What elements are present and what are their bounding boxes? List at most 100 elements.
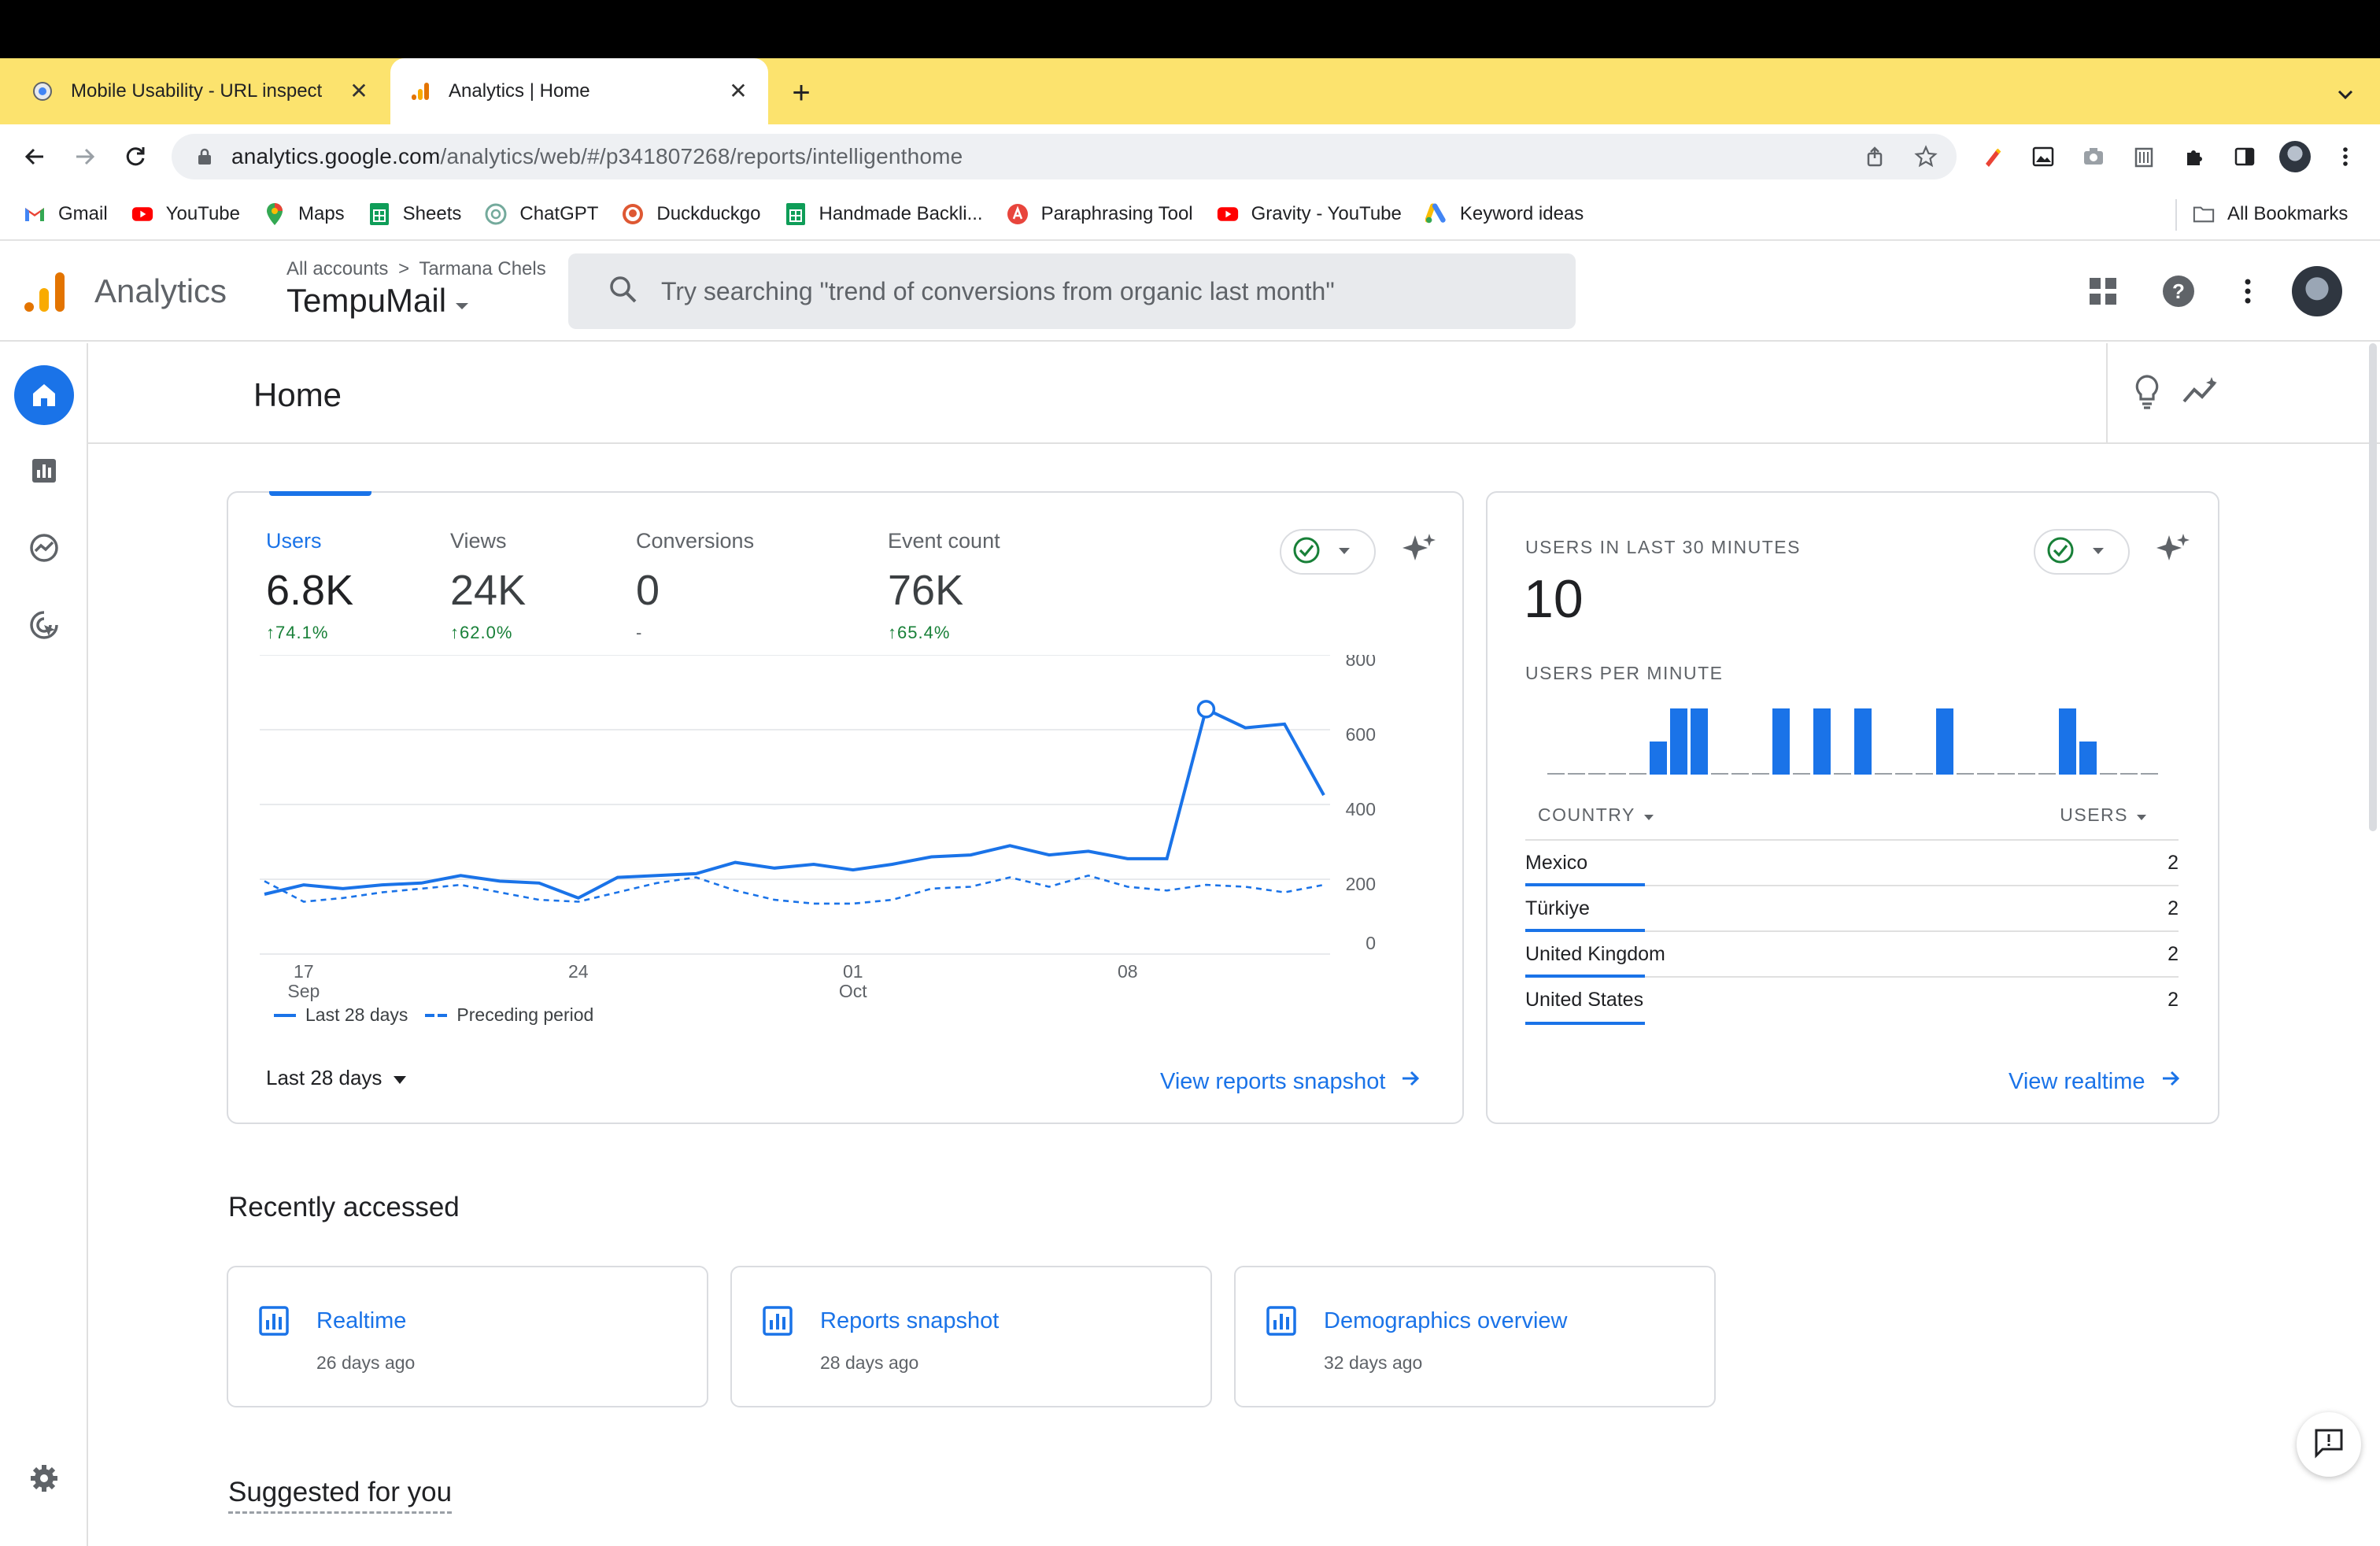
more-options-icon[interactable]	[2227, 271, 2268, 312]
camera-extension-icon[interactable]	[2076, 139, 2111, 174]
minute-bar[interactable]	[1936, 708, 1953, 775]
explore-icon[interactable]	[14, 518, 74, 578]
minute-bar[interactable]	[1547, 773, 1565, 775]
reports-icon[interactable]	[14, 441, 74, 501]
bookmark-gravity-youtube[interactable]: Gravity - YouTube	[1217, 203, 1402, 225]
forward-icon[interactable]	[68, 139, 102, 174]
bookmark-gmail[interactable]: Gmail	[24, 203, 108, 225]
minute-bar[interactable]	[1875, 773, 1892, 775]
minute-bar[interactable]	[1670, 708, 1687, 775]
minute-bar[interactable]	[1588, 773, 1606, 775]
table-row[interactable]: Türkiye 2	[1525, 886, 2179, 932]
property-selector[interactable]: TempuMail	[286, 282, 470, 320]
new-tab-button[interactable]: +	[792, 76, 811, 110]
bookmark-youtube[interactable]: YouTube	[131, 203, 240, 225]
suggested-for-you-title[interactable]: Suggested for you	[228, 1477, 453, 1514]
minute-bar[interactable]	[1691, 708, 1708, 775]
bookmark-paraphrasing-tool[interactable]: Paraphrasing Tool	[1007, 203, 1193, 225]
side-panel-icon[interactable]	[2227, 139, 2262, 174]
page-scrollbar[interactable]	[2369, 343, 2377, 831]
minute-bar[interactable]	[2038, 773, 2056, 775]
country-column-header[interactable]: COUNTRY	[1538, 804, 1654, 826]
metric-views[interactable]: Views 24K ↑62.0%	[450, 529, 526, 643]
help-icon[interactable]: ?	[2158, 271, 2199, 312]
all-bookmarks-button[interactable]: All Bookmarks	[2193, 203, 2348, 225]
metric-users[interactable]: Users 6.8K ↑74.1%	[266, 529, 353, 643]
extensions-puzzle-icon[interactable]	[2177, 139, 2212, 174]
browser-menu-icon[interactable]	[2328, 139, 2363, 174]
users-column-header[interactable]: USERS	[2060, 804, 2147, 826]
minute-bar[interactable]	[1772, 708, 1790, 775]
image-extension-icon[interactable]	[2026, 139, 2060, 174]
minute-bar[interactable]	[1854, 708, 1872, 775]
share-icon[interactable]	[1864, 146, 1886, 172]
minute-bar[interactable]	[1834, 773, 1851, 775]
minute-bar[interactable]	[1731, 773, 1749, 775]
minute-bar[interactable]	[1793, 773, 1810, 775]
date-range-dropdown[interactable]: Last 28 days	[266, 1066, 407, 1090]
view-reports-snapshot-link[interactable]: View reports snapshot	[1160, 1067, 1421, 1096]
recent-item-demographics-overview[interactable]: Demographics overview 32 days ago	[1234, 1266, 1716, 1407]
pen-extension-icon[interactable]	[1975, 139, 2010, 174]
advertising-icon[interactable]	[14, 595, 74, 655]
minute-bar[interactable]	[1609, 773, 1626, 775]
minute-bar[interactable]	[1957, 773, 1974, 775]
minute-bar[interactable]	[1998, 773, 2015, 775]
settings-icon[interactable]	[14, 1448, 74, 1508]
home-icon[interactable]	[14, 365, 74, 425]
minute-bar[interactable]	[1629, 773, 1646, 775]
close-tab-icon[interactable]: ✕	[729, 79, 748, 103]
metric-value: 0	[636, 567, 660, 614]
table-row[interactable]: United Kingdom 2	[1525, 932, 2179, 978]
table-row[interactable]: Mexico 2	[1525, 841, 2179, 886]
bookmark-handmade-backlinks[interactable]: Handmade Backli...	[785, 203, 983, 225]
sparkle-insights-icon[interactable]	[2153, 531, 2193, 574]
tab-search-chevron-icon[interactable]	[2330, 79, 2361, 110]
close-tab-icon[interactable]: ✕	[349, 79, 368, 103]
bookmark-chatgpt[interactable]: ChatGPT	[485, 203, 598, 225]
minute-bar[interactable]	[1568, 773, 1585, 775]
reload-icon[interactable]	[118, 139, 153, 174]
metric-event-count[interactable]: Event count 76K ↑65.4%	[888, 529, 1000, 643]
tab-mobile-usability[interactable]: Mobile Usability - URL inspect ✕	[0, 58, 389, 124]
bookmark-maps[interactable]: Maps	[264, 203, 345, 225]
minute-bar[interactable]	[1711, 773, 1728, 775]
recent-item-reports-snapshot[interactable]: Reports snapshot 28 days ago	[730, 1266, 1212, 1407]
table-row[interactable]: United States 2	[1525, 978, 2179, 1025]
search-bar[interactable]: Try searching "trend of conversions from…	[568, 253, 1576, 329]
recent-item-realtime[interactable]: Realtime 26 days ago	[227, 1266, 708, 1407]
minute-bar[interactable]	[2141, 773, 2158, 775]
minute-bar[interactable]	[2018, 773, 2035, 775]
view-realtime-link[interactable]: View realtime	[2009, 1067, 2182, 1096]
minute-bar[interactable]	[2100, 773, 2117, 775]
apps-grid-icon[interactable]	[2082, 271, 2123, 312]
minute-bar[interactable]	[1977, 773, 1994, 775]
minute-bar[interactable]	[2079, 742, 2097, 775]
bookmark-star-icon[interactable]	[1914, 145, 1938, 172]
insights-trend-icon[interactable]	[2182, 375, 2221, 410]
tab-analytics-home[interactable]: Analytics | Home ✕	[390, 58, 768, 124]
sparkle-insights-icon[interactable]	[1399, 531, 1439, 574]
minute-bar[interactable]	[1752, 773, 1769, 775]
bookmark-sheets[interactable]: Sheets	[368, 203, 461, 225]
data-quality-dropdown[interactable]	[1280, 529, 1376, 575]
minute-bar[interactable]	[1650, 742, 1667, 775]
bookmark-duckduckgo[interactable]: Duckduckgo	[622, 203, 761, 225]
metric-conversions[interactable]: Conversions 0 -	[636, 529, 754, 643]
insights-lightbulb-icon[interactable]	[2131, 373, 2163, 415]
address-bar[interactable]: analytics.google.com/analytics/web/#/p34…	[172, 134, 1957, 179]
feedback-button[interactable]	[2297, 1412, 2361, 1477]
minute-bar[interactable]	[1813, 708, 1831, 775]
minute-bar[interactable]	[1916, 773, 1933, 775]
realtime-quality-dropdown[interactable]	[2034, 529, 2130, 575]
minute-bar[interactable]	[2120, 773, 2138, 775]
archive-extension-icon[interactable]	[2127, 139, 2161, 174]
minute-bar[interactable]	[2059, 708, 2076, 775]
bookmark-keyword-ideas[interactable]: Keyword ideas	[1425, 203, 1584, 225]
account-breadcrumb[interactable]: All accounts > Tarmana Chels	[286, 258, 546, 280]
back-icon[interactable]	[17, 139, 52, 174]
minute-bar[interactable]	[1895, 773, 1913, 775]
account-avatar[interactable]	[2292, 266, 2342, 316]
profile-avatar-icon[interactable]	[2278, 139, 2312, 174]
analytics-logo-icon[interactable]	[24, 269, 68, 313]
